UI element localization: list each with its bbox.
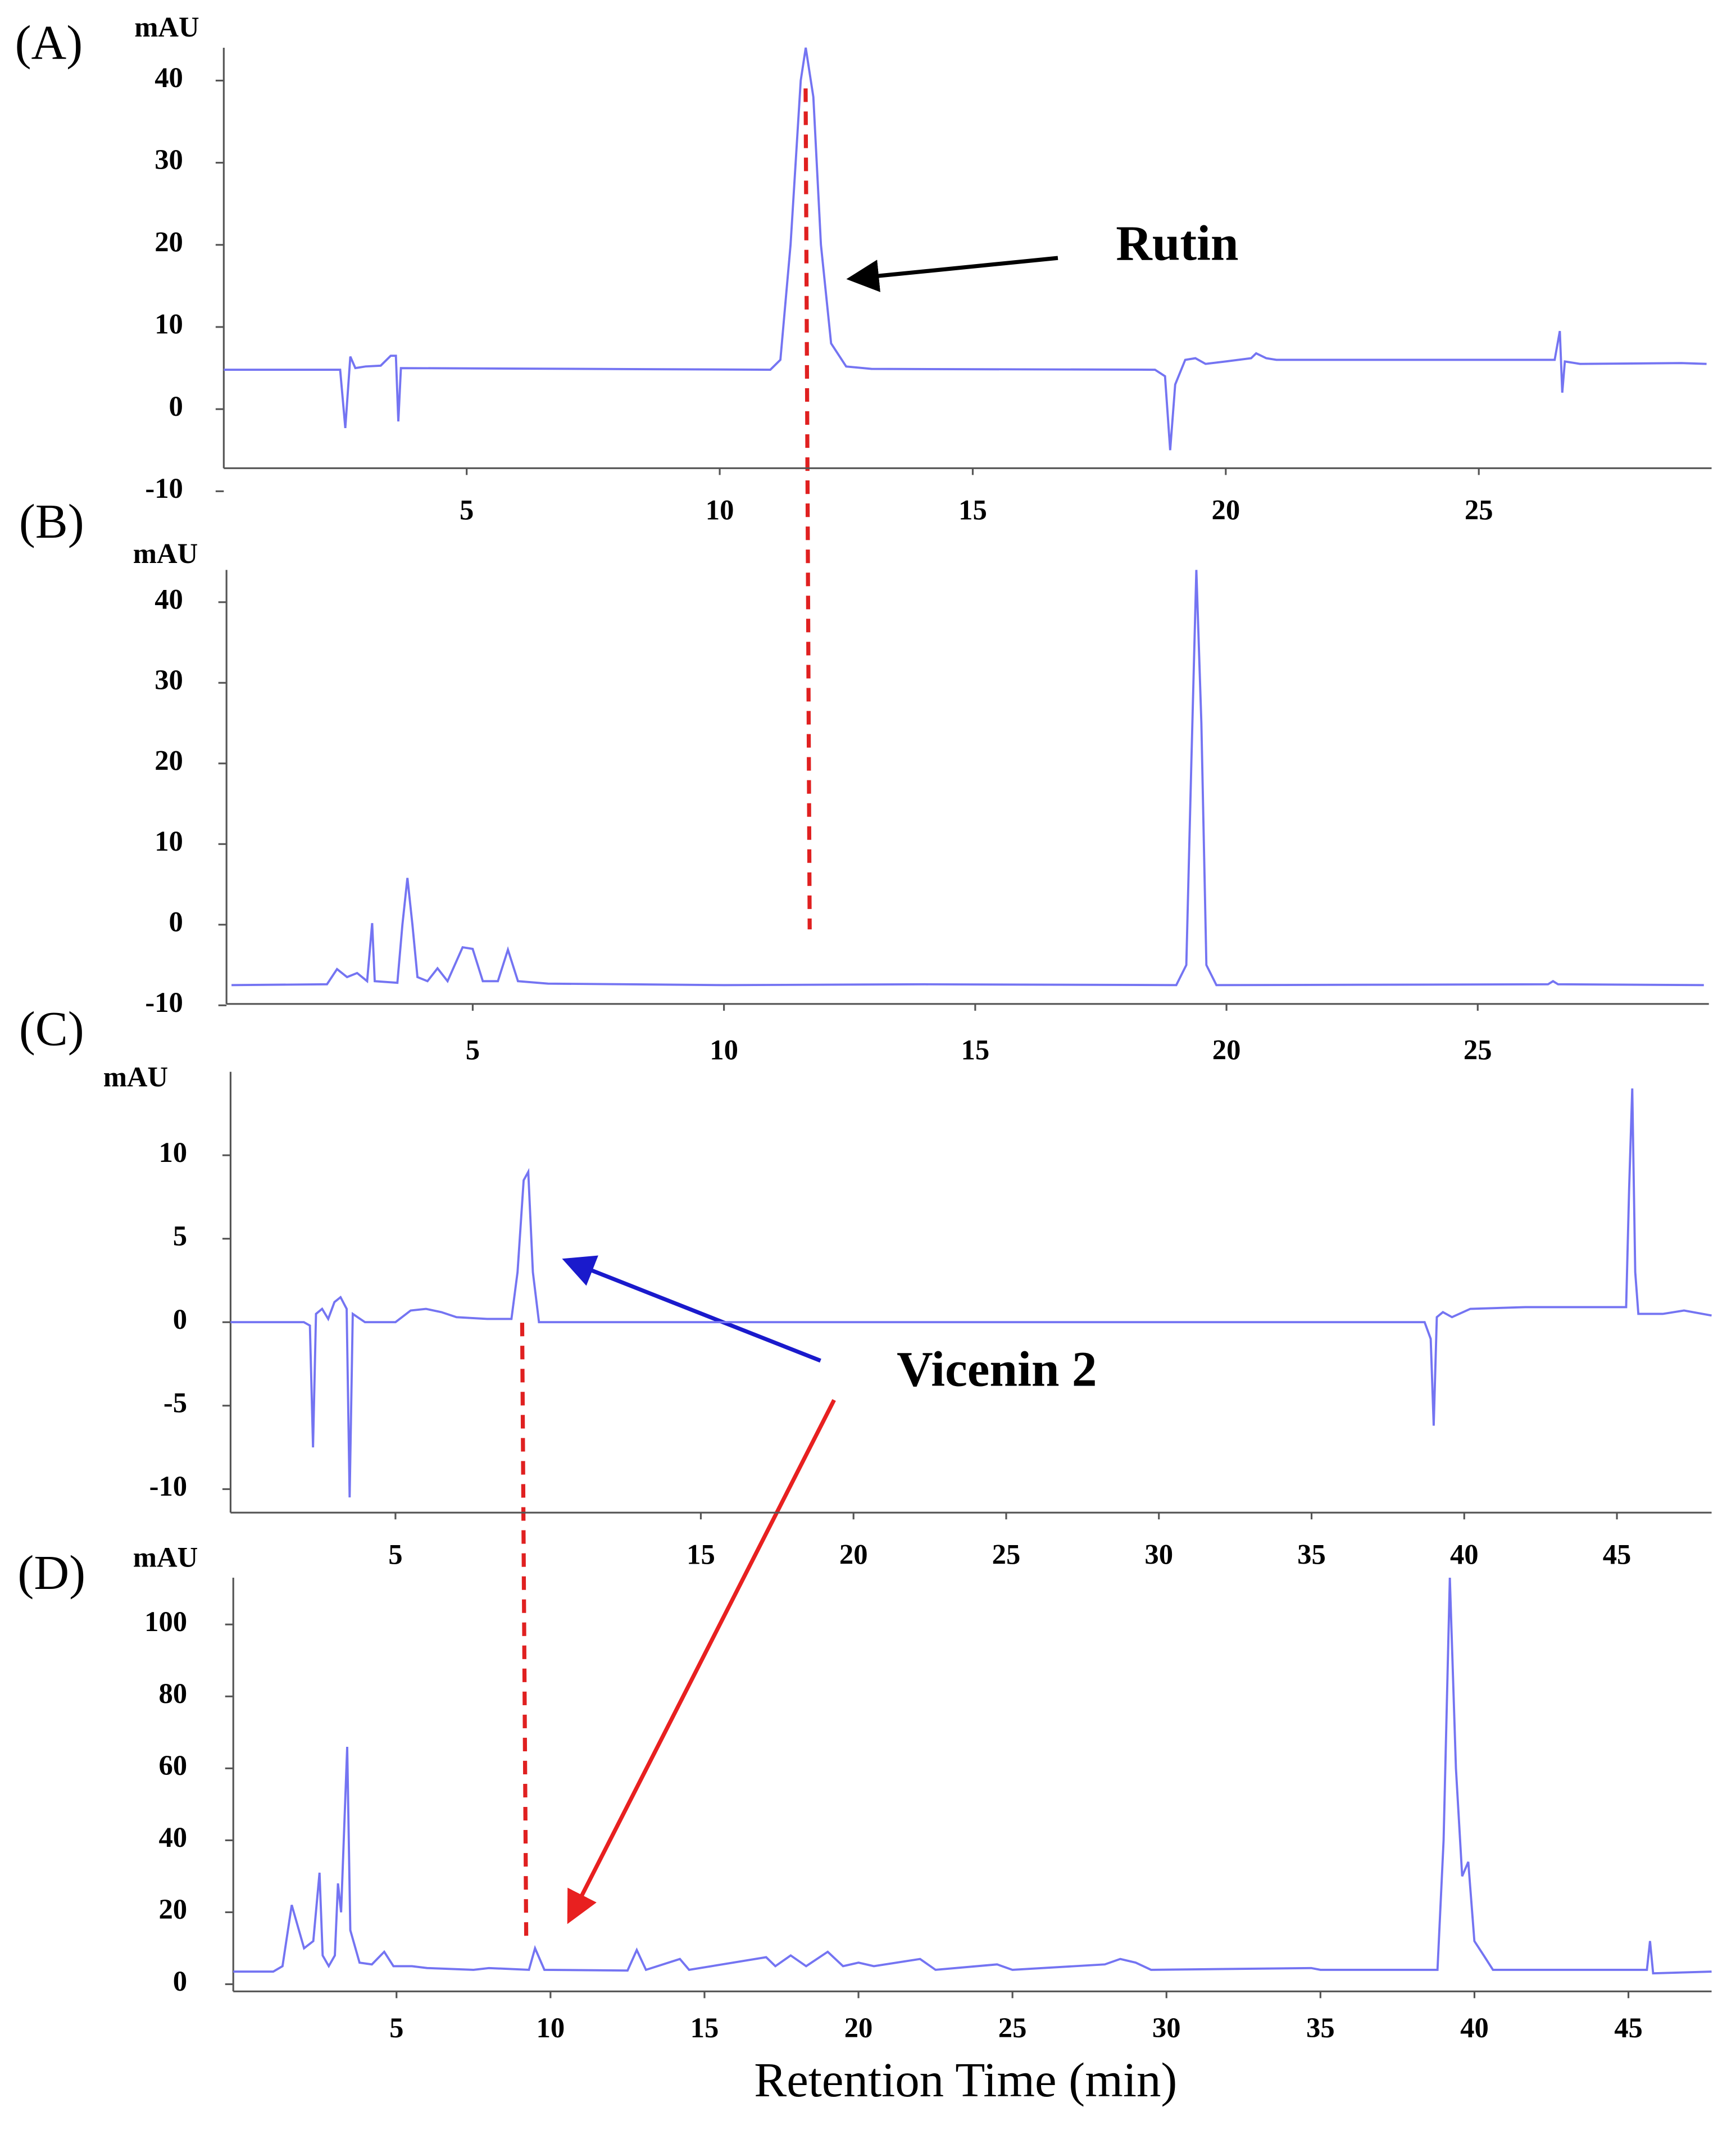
trace [231,570,1704,987]
y-tick-label: 100 [144,1606,187,1637]
y-tick-label: 0 [173,1965,187,1997]
y-tick-label: 0 [173,1304,187,1335]
y-tick-label: -10 [145,473,183,504]
x-tick-label: 45 [1614,2012,1643,2043]
x-tick-label: 5 [389,2012,403,2043]
x-tick-label: 10 [537,2012,565,2043]
x-tick-label: 45 [1603,1538,1632,1570]
y-tick-label: 0 [169,390,183,422]
x-tick-label: 5 [466,1034,480,1065]
panel-label: (C) [19,1002,84,1056]
x-tick-label: 35 [1297,1538,1326,1570]
y-tick-label: 0 [169,906,183,937]
y-tick-label: 20 [154,744,183,776]
annotation: Rutin [1116,216,1238,271]
panel-label: (A) [15,16,83,70]
y-tick-label: 40 [154,62,183,93]
x-tick-label: 5 [388,1538,402,1570]
arrow [567,1399,836,1924]
arrow [846,256,1058,292]
x-tick-label: 25 [998,2012,1027,2043]
y-axis-label: mAU [103,1061,168,1093]
x-tick-label: 20 [839,1538,868,1570]
x-tick-label: 5 [460,494,474,526]
y-axis-label: mAU [133,1541,198,1573]
x-tick-label: 30 [1152,2012,1181,2043]
y-tick-label: 60 [158,1750,187,1781]
x-tick-label: 20 [1212,1034,1241,1065]
y-tick-label: 80 [158,1678,187,1709]
x-tick-label: 40 [1450,1538,1479,1570]
y-tick-label: 10 [154,825,183,857]
annotation: Vicenin 2 [897,1341,1097,1397]
x-tick-label: 20 [844,2012,873,2043]
y-tick-label: 40 [154,583,183,615]
reference-line [520,1323,529,1940]
y-tick-label: 30 [154,144,183,175]
x-axis-label: Retention Time (min) [754,2053,1177,2107]
reference-line [803,88,812,930]
y-tick-label: -10 [145,987,183,1018]
x-tick-label: 40 [1460,2012,1489,2043]
y-tick-label: -10 [149,1470,188,1502]
y-tick-label: 20 [158,1893,187,1925]
trace [230,1088,1712,1498]
x-tick-label: 15 [690,2012,719,2043]
x-tick-label: 15 [958,494,987,526]
x-tick-label: 25 [1464,1034,1492,1065]
x-tick-label: 25 [992,1538,1021,1570]
x-tick-label: 15 [961,1034,990,1065]
trace [233,1577,1712,1975]
trace [224,47,1707,451]
x-tick-label: 30 [1144,1538,1173,1570]
y-tick-label: 40 [158,1822,187,1853]
panel-label: (D) [17,1546,85,1600]
x-tick-label: 35 [1306,2012,1335,2043]
y-axis-label: mAU [134,11,199,43]
y-tick-label: -5 [163,1387,187,1418]
y-tick-label: 5 [173,1220,187,1251]
arrow [562,1255,821,1363]
y-tick-label: 10 [154,308,183,340]
y-tick-label: 10 [158,1137,187,1168]
y-tick-label: 30 [154,664,183,696]
x-tick-label: 15 [687,1538,715,1570]
x-tick-label: 20 [1211,494,1240,526]
x-tick-label: 10 [706,494,734,526]
y-tick-label: 20 [154,226,183,257]
x-tick-label: 10 [710,1034,738,1065]
y-axis-label: mAU [133,538,198,569]
x-tick-label: 25 [1465,494,1493,526]
panel-label: (B) [19,494,84,548]
